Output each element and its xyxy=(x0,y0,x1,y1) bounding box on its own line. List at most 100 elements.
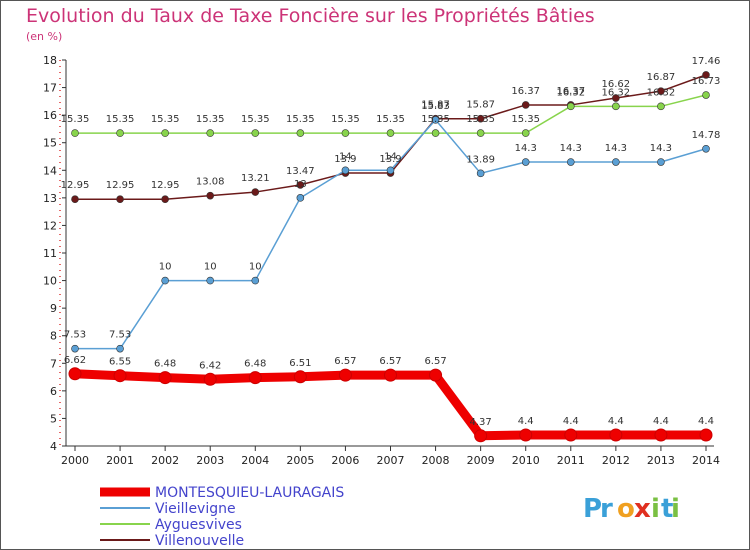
chart-subtitle: (en %) xyxy=(26,30,62,43)
data-label: 4.4 xyxy=(518,416,534,427)
logo-letter: r xyxy=(600,494,613,524)
x-tick-label: 2009 xyxy=(467,454,495,467)
data-label: 16.62 xyxy=(602,79,631,90)
data-label: 10 xyxy=(159,262,172,273)
y-tick-label: 16 xyxy=(43,109,57,122)
data-point xyxy=(476,114,485,123)
data-point xyxy=(566,158,575,166)
plot-series xyxy=(68,71,713,443)
data-point xyxy=(521,129,530,137)
data-point xyxy=(612,158,620,166)
data-point xyxy=(71,129,79,137)
y-tick-label: 13 xyxy=(43,192,57,205)
y-tick-label: 11 xyxy=(43,247,57,260)
y-tick-label: 18 xyxy=(43,54,57,67)
data-point xyxy=(71,344,79,353)
data-label: 15.35 xyxy=(376,114,405,125)
data-label: 10 xyxy=(249,262,262,273)
chart-title: Evolution du Taux de Taxe Foncière sur l… xyxy=(26,5,595,27)
y-tick-label: 14 xyxy=(43,164,57,177)
data-label: 15.87 xyxy=(466,100,495,111)
data-point xyxy=(657,102,665,111)
data-label: 15.35 xyxy=(511,114,540,125)
x-tick-label: 2012 xyxy=(602,454,630,467)
data-point xyxy=(702,71,710,79)
data-point xyxy=(609,428,623,442)
data-point xyxy=(206,191,215,200)
data-label: 7.53 xyxy=(109,330,131,341)
x-tick-label: 2000 xyxy=(61,454,89,467)
data-label: 6.48 xyxy=(154,359,176,370)
data-point xyxy=(431,129,440,137)
data-label: 12.95 xyxy=(106,180,135,191)
data-point xyxy=(521,158,530,166)
data-label: 15.87 xyxy=(421,100,450,111)
logo-letter: i xyxy=(651,494,660,524)
data-label: 13.08 xyxy=(196,177,225,188)
data-point xyxy=(699,428,713,442)
data-label: 7.53 xyxy=(64,330,86,341)
data-label: 6.57 xyxy=(334,356,356,367)
data-point xyxy=(158,371,172,385)
data-point xyxy=(116,344,124,353)
data-point xyxy=(702,144,710,153)
legend-label: Ayguesvives xyxy=(155,517,242,533)
x-tick-label: 2005 xyxy=(286,454,314,467)
y-tick-label: 5 xyxy=(50,412,57,425)
data-label: 15.35 xyxy=(196,114,225,125)
data-point xyxy=(296,129,305,137)
data-point xyxy=(341,129,350,137)
data-label: 13.9 xyxy=(379,154,401,165)
data-point xyxy=(161,129,169,137)
data-label: 4.4 xyxy=(698,416,714,427)
data-point xyxy=(251,129,260,137)
logo-letter: P xyxy=(583,494,602,524)
y-tick-label: 7 xyxy=(50,357,57,370)
data-label: 13.89 xyxy=(466,154,495,165)
data-point xyxy=(519,428,533,442)
data-label: 14.3 xyxy=(515,143,537,154)
data-point xyxy=(68,367,82,381)
data-point xyxy=(206,276,215,285)
data-point xyxy=(657,158,665,166)
data-point xyxy=(338,368,352,382)
data-point xyxy=(116,129,124,137)
data-label: 13.21 xyxy=(241,173,270,184)
axes: 4 5 6 7 8 9 10 11 12 13 14 15 16 17 18 2000 2001 2002 2003… xyxy=(43,54,720,467)
data-label: 16.37 xyxy=(556,86,585,97)
data-point xyxy=(203,372,217,386)
data-label: 16.87 xyxy=(647,72,676,83)
data-label: 6.48 xyxy=(244,359,266,370)
data-label: 10 xyxy=(204,262,217,273)
y-tick-label: 12 xyxy=(43,219,57,232)
data-point xyxy=(251,188,260,196)
data-label: 6.62 xyxy=(64,355,86,366)
data-label: 14 xyxy=(339,151,352,162)
x-tick-label: 2004 xyxy=(241,454,269,467)
data-label: 6.51 xyxy=(289,358,311,369)
y-tick-label: 9 xyxy=(50,302,57,315)
data-point xyxy=(521,101,530,109)
data-point xyxy=(116,195,124,204)
data-label: 16.32 xyxy=(602,87,631,98)
x-tick-label: 2003 xyxy=(196,454,224,467)
data-point xyxy=(429,368,443,382)
data-label: 16.37 xyxy=(511,86,540,97)
x-tick-label: 2011 xyxy=(557,454,585,467)
data-label: 15.35 xyxy=(286,114,315,125)
proxiti-logo: Pr o x i ti xyxy=(583,494,680,524)
data-point xyxy=(206,129,215,137)
logo-letter: o xyxy=(617,494,635,524)
data-point xyxy=(476,169,485,178)
data-label: 15.35 xyxy=(61,114,90,125)
data-label: 12.95 xyxy=(151,180,180,191)
data-label: 15.35 xyxy=(331,114,360,125)
data-label: 15.83 xyxy=(421,101,450,112)
data-label: 14 xyxy=(384,151,397,162)
y-tick-label: 15 xyxy=(43,137,57,150)
data-label: 14.3 xyxy=(560,143,582,154)
data-label: 16.32 xyxy=(647,87,676,98)
legend-label: Vieillevigne xyxy=(155,501,236,517)
data-label: 16.32 xyxy=(556,87,585,98)
